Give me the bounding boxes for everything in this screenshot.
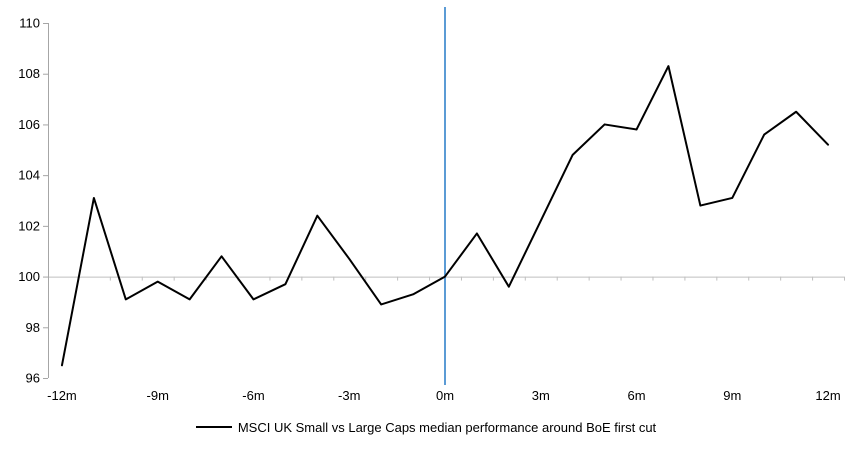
legend-label: MSCI UK Small vs Large Caps median perfo… (237, 419, 657, 435)
x-tick-label: 9m (723, 388, 741, 403)
y-tick-label: 108 (18, 66, 40, 81)
y-tick-label: 98 (26, 320, 40, 335)
legend-line-sample (195, 426, 232, 428)
x-tick-label: 0m (436, 388, 454, 403)
x-tick-label: -12m (47, 388, 77, 403)
y-tick-label: 102 (18, 218, 40, 233)
y-tick-label: 104 (18, 168, 40, 183)
x-tick-label: -6m (242, 388, 264, 403)
y-tick-label: 100 (18, 269, 40, 284)
y-tick-label: 106 (18, 117, 40, 132)
y-tick-label: 110 (19, 16, 40, 31)
x-tick-label: -3m (338, 388, 360, 403)
x-tick-label: 6m (627, 388, 645, 403)
x-tick-label: 12m (815, 388, 840, 403)
x-tick-label: -9m (147, 388, 169, 403)
y-tick-label: 96 (26, 371, 40, 386)
x-tick-label: 3m (532, 388, 550, 403)
legend: MSCI UK Small vs Large Caps median perfo… (0, 418, 852, 436)
series-line (60, 65, 830, 367)
